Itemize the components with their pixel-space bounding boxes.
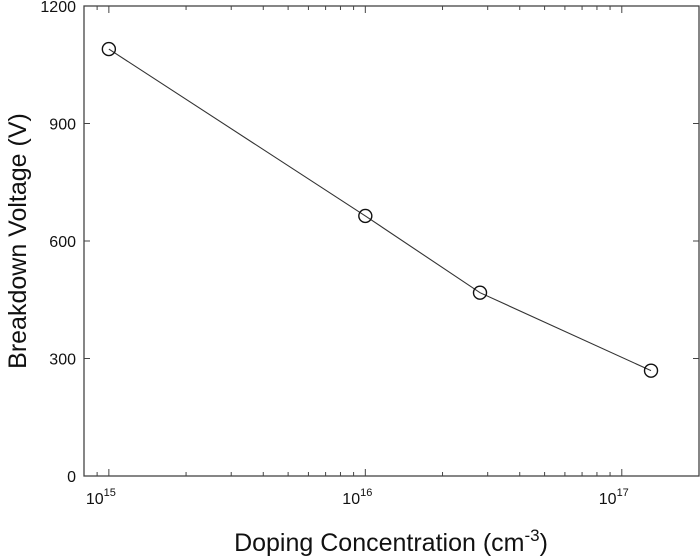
x-tick-label: 1017 xyxy=(599,487,629,508)
axis-ticks xyxy=(83,5,700,477)
y-tick-label: 300 xyxy=(49,352,76,369)
y-tick-label: 0 xyxy=(67,469,76,486)
x-axis-label-close: ) xyxy=(540,529,548,557)
y-tick-label: 600 xyxy=(49,234,76,251)
plot-box xyxy=(83,5,700,477)
data-point-marker xyxy=(472,285,488,300)
x-axis-label-main: Doping Concentration (cm xyxy=(234,529,524,557)
plot-area xyxy=(83,5,700,477)
x-axis-label-exponent: -3 xyxy=(524,526,539,545)
y-axis-label: Breakdown Voltage (V) xyxy=(4,113,32,369)
x-axis-label: Doping Concentration (cm-3) xyxy=(234,526,548,557)
series-line xyxy=(108,48,652,372)
data-point-marker xyxy=(101,41,117,57)
data-series xyxy=(101,41,659,378)
x-tick-label: 1015 xyxy=(86,487,116,508)
y-tick-labels: 0 300 600 900 1200 xyxy=(40,0,76,486)
x-tick-label: 1016 xyxy=(342,487,372,508)
y-tick-label: 1200 xyxy=(40,0,76,16)
x-tick-labels: 1015 1016 1017 xyxy=(86,487,629,508)
data-point-marker xyxy=(358,208,373,224)
data-point-marker xyxy=(643,363,659,378)
y-tick-label: 900 xyxy=(49,117,76,134)
